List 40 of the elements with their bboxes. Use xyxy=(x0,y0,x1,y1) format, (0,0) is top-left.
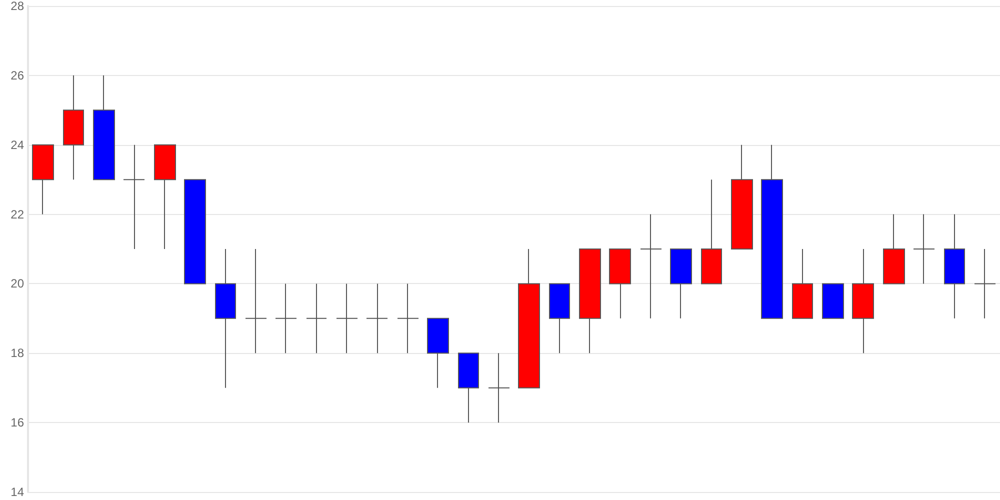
candlestick xyxy=(245,248,267,354)
candlestick xyxy=(32,144,54,215)
candlestick xyxy=(518,248,540,388)
candlestick xyxy=(458,352,479,424)
y-tick-label: 20 xyxy=(10,276,24,291)
candlestick xyxy=(670,248,692,319)
y-tick-label: 14 xyxy=(10,485,24,499)
candlestick xyxy=(275,283,297,354)
candlestick xyxy=(609,248,631,319)
candlestick xyxy=(792,248,813,319)
candlestick xyxy=(701,179,722,284)
y-tick-label: 28 xyxy=(10,0,24,13)
candlestick xyxy=(306,283,327,354)
candlestick xyxy=(822,283,844,319)
candlestick xyxy=(974,248,996,319)
candlestick xyxy=(63,74,84,180)
y-tick-label: 18 xyxy=(10,346,24,360)
candlestick xyxy=(336,283,358,354)
y-tick-label: 16 xyxy=(10,416,24,430)
candlestick xyxy=(944,214,965,319)
candlestick xyxy=(488,352,510,424)
candlestick xyxy=(123,144,145,250)
candlestick xyxy=(215,248,236,388)
candlestick xyxy=(579,248,601,354)
y-tick-label: 22 xyxy=(10,207,24,222)
candlestick xyxy=(640,214,662,319)
candlestick xyxy=(154,144,176,250)
candlestick xyxy=(93,74,115,180)
y-tick-label: 24 xyxy=(10,138,24,152)
candlestick xyxy=(184,179,206,284)
candlestick xyxy=(731,144,753,250)
candlestick xyxy=(913,214,935,284)
candlestick xyxy=(366,283,388,354)
candlestick xyxy=(397,283,419,354)
candlestick xyxy=(427,318,449,388)
candlestick xyxy=(852,248,874,354)
candlestick xyxy=(883,214,905,284)
y-tick-label: 26 xyxy=(10,68,24,82)
candlestick xyxy=(761,144,783,319)
candlestick xyxy=(549,283,570,354)
